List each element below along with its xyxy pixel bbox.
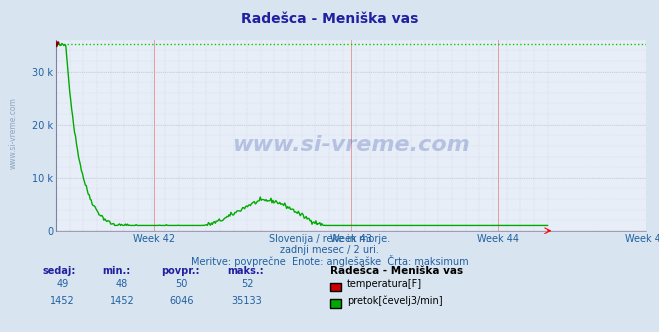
Text: zadnji mesec / 2 uri.: zadnji mesec / 2 uri. (280, 245, 379, 255)
Text: maks.:: maks.: (227, 266, 264, 276)
Text: temperatura[F]: temperatura[F] (347, 279, 422, 289)
Text: 6046: 6046 (169, 296, 194, 306)
Text: 48: 48 (116, 279, 128, 289)
Text: 35133: 35133 (232, 296, 262, 306)
Text: www.si-vreme.com: www.si-vreme.com (232, 135, 470, 155)
Text: Slovenija / reke in morje.: Slovenija / reke in morje. (269, 234, 390, 244)
Text: 1452: 1452 (50, 296, 75, 306)
Text: 52: 52 (241, 279, 253, 289)
Text: Meritve: povprečne  Enote: anglešaške  Črta: maksimum: Meritve: povprečne Enote: anglešaške Črt… (190, 255, 469, 267)
Text: Radešca - Meniška vas: Radešca - Meniška vas (330, 266, 463, 276)
Text: min.:: min.: (102, 266, 130, 276)
Text: 1452: 1452 (109, 296, 134, 306)
Text: Radešca - Meniška vas: Radešca - Meniška vas (241, 12, 418, 26)
Text: povpr.:: povpr.: (161, 266, 200, 276)
Text: pretok[čevelj3/min]: pretok[čevelj3/min] (347, 295, 442, 306)
Text: sedaj:: sedaj: (43, 266, 76, 276)
Text: 49: 49 (57, 279, 69, 289)
Text: 50: 50 (175, 279, 187, 289)
Text: www.si-vreme.com: www.si-vreme.com (9, 97, 18, 169)
